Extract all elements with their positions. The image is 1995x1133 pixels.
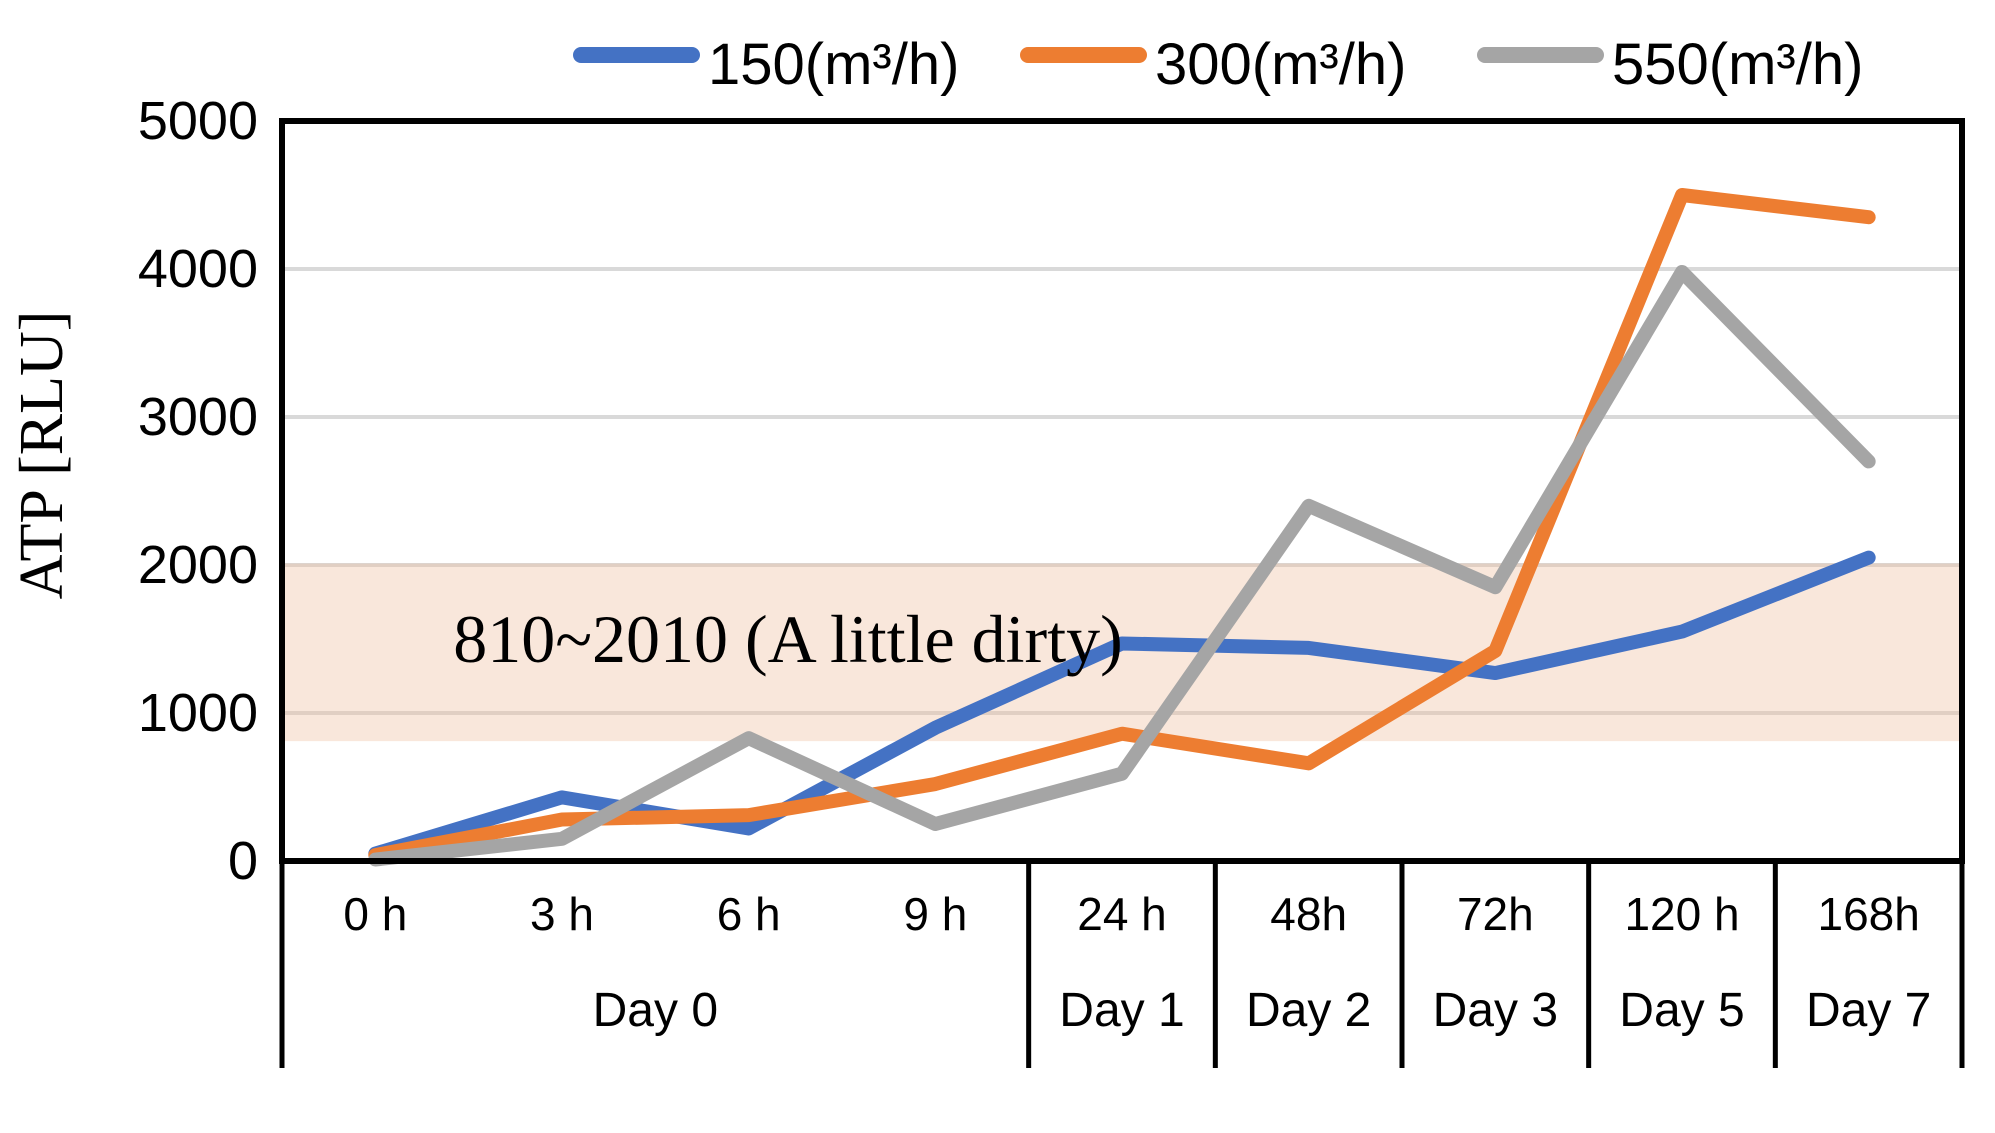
plot-border	[279, 118, 1965, 864]
day-label-Day3: Day 3	[1433, 984, 1558, 1037]
legend-swatch-150	[573, 47, 700, 63]
y-tick-label-1000: 1000	[138, 683, 258, 743]
legend-label-300: 300(m³/h)	[1155, 32, 1406, 97]
x-tick-label-120h: 120 h	[1624, 888, 1739, 940]
day-label-Day0: Day 0	[593, 984, 718, 1037]
y-tick-label-4000: 4000	[138, 239, 258, 299]
day-label-Day1: Day 1	[1059, 984, 1184, 1037]
x-tick-label-168h: 168h	[1817, 888, 1919, 940]
x-tick-label-72h: 72h	[1457, 888, 1534, 940]
series-line-550	[368, 264, 1876, 867]
x-tick-label-3h: 3 h	[530, 888, 594, 940]
y-tick-label-0: 0	[228, 831, 258, 891]
reference-band	[285, 563, 1959, 742]
y-tick-label-2000: 2000	[138, 535, 258, 595]
reference-band-label: 810~2010 (A little dirty)	[453, 601, 1123, 677]
legend-swatch-300	[1020, 47, 1147, 63]
x-tick-label-0h: 0 h	[343, 888, 407, 940]
day-label-Day7: Day 7	[1806, 984, 1931, 1037]
legend-label-550: 550(m³/h)	[1612, 32, 1863, 97]
day-label-Day5: Day 5	[1619, 984, 1744, 1037]
x-tick-label-6h: 6 h	[717, 888, 781, 940]
series-line-300	[368, 188, 1876, 863]
x-tick-label-9h: 9 h	[903, 888, 967, 940]
y-tick-label-5000: 5000	[138, 91, 258, 151]
y-axis-title: ATP [RLU]	[8, 311, 76, 600]
day-label-Day2: Day 2	[1246, 984, 1371, 1037]
x-tick-label-48h: 48h	[1270, 888, 1347, 940]
x-tick-label-24h: 24 h	[1077, 888, 1167, 940]
legend-label-150: 150(m³/h)	[708, 32, 959, 97]
legend-swatch-550	[1477, 47, 1604, 63]
y-tick-label-3000: 3000	[138, 387, 258, 447]
